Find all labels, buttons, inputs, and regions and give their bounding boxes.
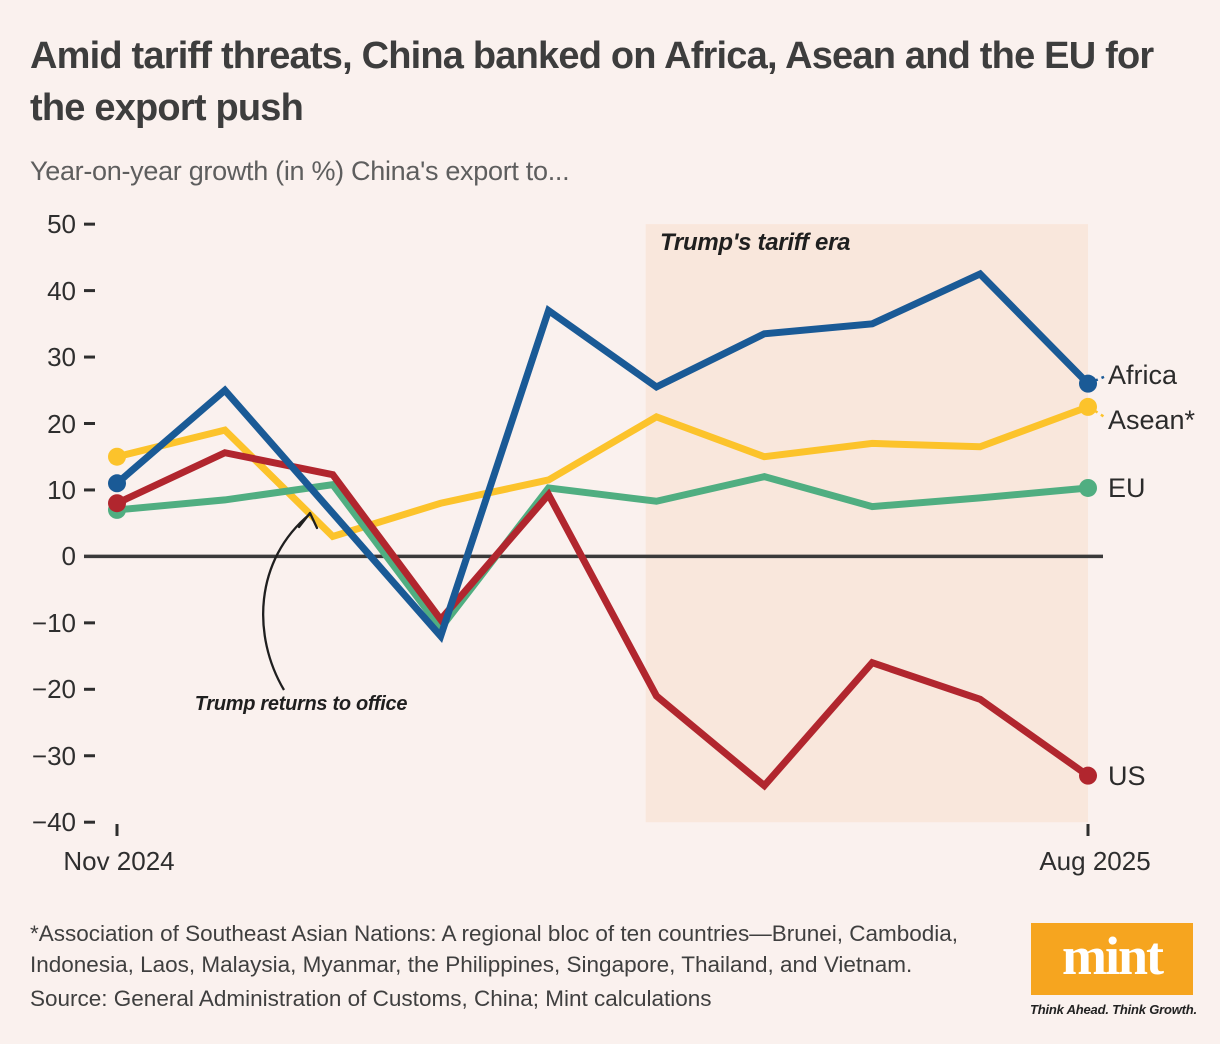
annotation-arrowhead xyxy=(297,511,319,530)
y-axis-label: 20 xyxy=(47,408,76,439)
point-EU xyxy=(1079,478,1098,497)
y-axis-label: −40 xyxy=(31,807,76,838)
series-label-eu: EU xyxy=(1108,472,1146,503)
point-US xyxy=(1079,766,1098,785)
annotation-arrow xyxy=(262,513,311,691)
label-connector xyxy=(1094,375,1105,382)
y-axis-label: 0 xyxy=(61,541,76,572)
chart-layers xyxy=(84,222,1105,836)
series-label-africa: Africa xyxy=(1108,359,1178,390)
y-axis-label: 50 xyxy=(47,209,76,240)
point-Asean xyxy=(108,447,126,466)
series-label-us: US xyxy=(1108,760,1146,791)
point-US xyxy=(108,494,126,513)
chart-title: Amid tariff threats, China banked on Afr… xyxy=(30,35,1154,129)
y-axis-label: 40 xyxy=(47,275,76,306)
mint-logo: mint xyxy=(1031,923,1193,995)
tariff-era-label: Trump's tariff era xyxy=(660,229,851,256)
y-axis-label: −30 xyxy=(31,740,76,771)
line-Africa xyxy=(114,269,1091,644)
y-axis-label: −20 xyxy=(31,674,76,705)
line-EU xyxy=(116,473,1089,634)
line-US xyxy=(115,449,1091,791)
source-line: Source: General Administration of Custom… xyxy=(30,986,712,1011)
y-axis-label: 10 xyxy=(47,474,76,505)
label-connector xyxy=(1094,409,1105,418)
trump-office-annotation: Trump returns to office xyxy=(194,693,408,715)
chart-subtitle: Year-on-year growth (in %) China's expor… xyxy=(30,156,570,186)
y-axis-label: −10 xyxy=(31,607,76,638)
x-axis-label-start: Nov 2024 xyxy=(63,846,175,876)
asean-footnote: *Association of Southeast Asian Nations:… xyxy=(30,921,959,977)
y-axis-label: 30 xyxy=(47,342,76,373)
point-Africa xyxy=(1079,374,1098,393)
point-Asean xyxy=(1079,397,1098,416)
line-Asean xyxy=(116,403,1090,541)
series-label-asean: Asean* xyxy=(1108,404,1196,435)
mint-logo-text: mint xyxy=(1062,926,1164,986)
point-Africa xyxy=(108,474,126,493)
x-axis-label-end: Aug 2025 xyxy=(1039,846,1151,876)
mint-tagline: Think Ahead. Think Growth. xyxy=(1030,1002,1197,1017)
